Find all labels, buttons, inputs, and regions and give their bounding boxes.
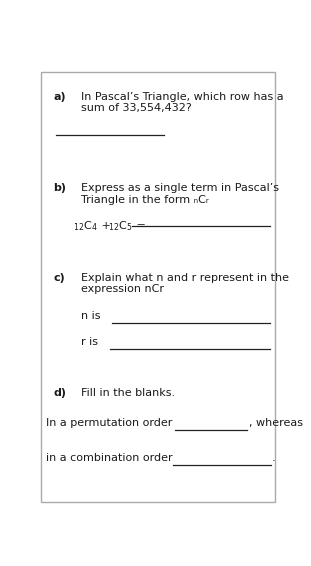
Text: c): c) — [53, 273, 65, 283]
Text: =: = — [133, 221, 146, 231]
Text: $_{12}$C$_5$: $_{12}$C$_5$ — [108, 219, 132, 233]
Text: +: + — [98, 221, 114, 231]
Text: n is: n is — [81, 311, 100, 321]
Text: In Pascal’s Triangle, which row has a
sum of 33,554,432?: In Pascal’s Triangle, which row has a su… — [81, 92, 284, 114]
Text: in a combination order: in a combination order — [46, 453, 176, 463]
Text: Explain what n and r represent in the
expression nCr: Explain what n and r represent in the ex… — [81, 273, 289, 294]
Text: a): a) — [53, 92, 66, 102]
Text: $_{12}$C$_4$: $_{12}$C$_4$ — [73, 219, 97, 233]
FancyBboxPatch shape — [41, 72, 275, 501]
Text: .: . — [272, 453, 276, 463]
Text: b): b) — [53, 183, 66, 194]
Text: r is: r is — [81, 337, 98, 348]
Text: In a permutation order: In a permutation order — [46, 418, 176, 428]
Text: Express as a single term in Pascal’s
Triangle in the form ₙCᵣ: Express as a single term in Pascal’s Tri… — [81, 183, 279, 205]
Text: , whereas: , whereas — [248, 418, 303, 428]
Text: d): d) — [53, 388, 66, 398]
Text: Fill in the blanks.: Fill in the blanks. — [81, 388, 175, 398]
